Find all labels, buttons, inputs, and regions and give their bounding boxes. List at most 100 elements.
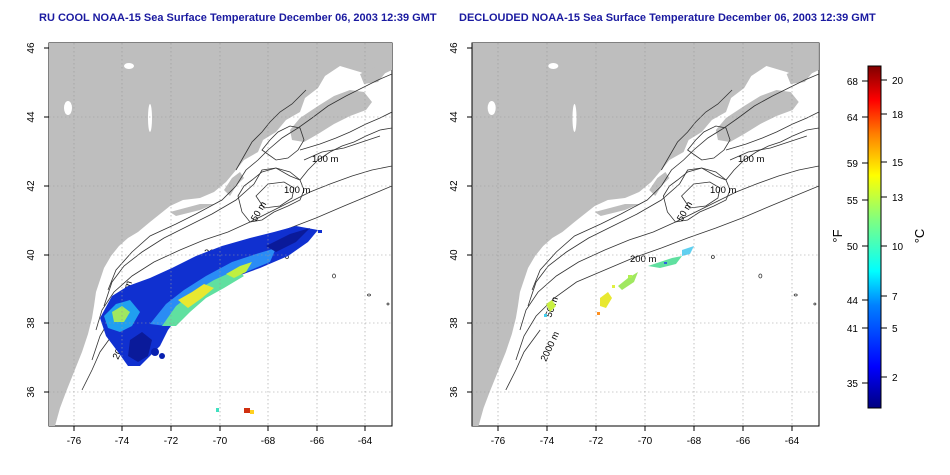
lat-tick-label: 38 xyxy=(26,317,37,329)
land-mass xyxy=(472,43,819,426)
contour-deep xyxy=(81,329,117,391)
lake-a xyxy=(124,63,134,69)
gulf-maine-a xyxy=(235,89,307,171)
celsius-tick-label: 5 xyxy=(892,324,898,335)
celsius-tick-label: 20 xyxy=(892,76,904,87)
fahrenheit-tick-label: 50 xyxy=(847,242,859,253)
contour-200m xyxy=(95,165,392,331)
left-lon-labels: -76 -74 -72 -70 -68 -66 -64 xyxy=(67,436,373,447)
contour-2000m xyxy=(515,185,819,361)
contour-label: 100 m xyxy=(710,185,736,196)
georges-bank-a xyxy=(237,167,305,223)
lon-tick-label: -64 xyxy=(785,436,800,447)
lake-champlain xyxy=(572,104,577,132)
fahrenheit-tick-labels: 68 64 59 55 50 44 41 35 xyxy=(847,77,859,390)
scotian-shelf-b xyxy=(729,135,807,161)
lat-tick-label: 38 xyxy=(449,317,460,329)
left-map-panel: 100 m 100 m 50 m 200 m 50 m 2000 m xyxy=(26,42,393,447)
lon-tick-label: -72 xyxy=(164,436,179,447)
lon-tick-label: -68 xyxy=(687,436,702,447)
contour-50m xyxy=(531,73,819,291)
right-basemap xyxy=(472,43,819,426)
fahrenheit-tick-label: 44 xyxy=(847,296,859,307)
nova-scotia xyxy=(715,90,799,142)
lon-tick-label: -76 xyxy=(67,436,82,447)
lon-tick-label: -64 xyxy=(358,436,373,447)
lon-tick-label: -66 xyxy=(310,436,325,447)
left-ticks xyxy=(44,47,366,431)
right-panel-title: DECLOUDED NOAA-15 Sea Surface Temperatur… xyxy=(459,12,876,24)
left-grid xyxy=(49,43,392,426)
land-mass xyxy=(49,43,392,426)
lat-tick-label: 42 xyxy=(26,180,37,192)
fahrenheit-tick-label: 64 xyxy=(847,113,859,124)
contour-label: 100 m xyxy=(284,185,310,196)
lon-tick-label: -76 xyxy=(491,436,506,447)
sst-swath-left xyxy=(100,226,322,414)
gulf-maine-a xyxy=(661,89,733,171)
seamount-c xyxy=(813,302,817,306)
scotian-shelf-b xyxy=(303,135,381,161)
gulf-maine-b xyxy=(261,125,305,161)
right-lon-labels: -76 -74 -72 -70 -68 -66 -64 xyxy=(491,436,800,447)
contour-label: 100 m xyxy=(312,154,338,165)
nova-scotia xyxy=(290,90,372,142)
fahrenheit-tick-label: 59 xyxy=(847,159,859,170)
lon-tick-label: -72 xyxy=(589,436,604,447)
lat-tick-label: 42 xyxy=(449,180,460,192)
long-island xyxy=(170,204,214,216)
lat-tick-label: 46 xyxy=(26,42,37,54)
lake-b xyxy=(487,101,496,115)
celsius-tick-label: 13 xyxy=(892,193,904,204)
left-panel-title: RU COOL NOAA-15 Sea Surface Temperature … xyxy=(39,12,437,24)
right-grid xyxy=(472,43,819,426)
lat-tick-label: 40 xyxy=(26,249,37,261)
lon-tick-label: -74 xyxy=(540,436,555,447)
fahrenheit-tick-label: 41 xyxy=(847,324,859,335)
lon-tick-label: -70 xyxy=(213,436,228,447)
celsius-tick-label: 2 xyxy=(892,373,898,384)
lon-tick-label: -70 xyxy=(638,436,653,447)
celsius-tick-label: 7 xyxy=(892,292,898,303)
contour-deep xyxy=(505,329,541,391)
seamount-b xyxy=(793,293,798,297)
lon-tick-label: -68 xyxy=(261,436,276,447)
cape-cod xyxy=(224,172,244,196)
seamount-c xyxy=(386,302,390,306)
lon-tick-label: -66 xyxy=(736,436,751,447)
seamount-a xyxy=(758,273,763,279)
contour-label: 100 m xyxy=(738,154,764,165)
fahrenheit-tick-label: 68 xyxy=(847,77,859,88)
cape-cod xyxy=(649,172,670,196)
sst-swath-right xyxy=(544,246,694,317)
right-map-panel: 100 m 100 m 50 m 200 m 50 m 2000 m xyxy=(449,42,820,447)
fahrenheit-tick-label: 55 xyxy=(847,196,859,207)
seamount-b xyxy=(367,293,371,297)
colorbar: 68 64 59 55 50 44 41 35 20 18 15 13 10 7… xyxy=(830,65,927,409)
scotian-shelf-a xyxy=(725,111,819,151)
lake-a xyxy=(548,63,559,69)
seamount-d xyxy=(710,255,715,259)
lat-tick-label: 44 xyxy=(26,111,37,123)
right-ticks xyxy=(467,47,793,431)
gulf-maine-b xyxy=(687,125,731,161)
lake-b xyxy=(64,101,72,115)
colorbar-gradient xyxy=(867,65,882,409)
lake-champlain xyxy=(148,104,152,132)
georges-bank-a xyxy=(662,167,731,223)
georges-bank-b xyxy=(681,181,721,209)
celsius-tick-label: 18 xyxy=(892,110,904,121)
left-lat-labels: 46 44 42 40 38 36 xyxy=(26,42,37,398)
georges-bank-b xyxy=(255,181,295,209)
lat-tick-label: 36 xyxy=(26,386,37,398)
celsius-tick-label: 15 xyxy=(892,158,904,169)
celsius-tick-labels: 20 18 15 13 10 7 5 2 xyxy=(892,76,904,384)
lat-tick-label: 46 xyxy=(449,42,460,54)
fahrenheit-axis-label: °F xyxy=(830,229,845,242)
celsius-axis-label: °C xyxy=(912,229,927,244)
lon-tick-label: -74 xyxy=(115,436,130,447)
seamount-a xyxy=(332,273,336,279)
contour-label: 200 m xyxy=(630,254,656,265)
colorbar-ticks xyxy=(862,79,887,384)
